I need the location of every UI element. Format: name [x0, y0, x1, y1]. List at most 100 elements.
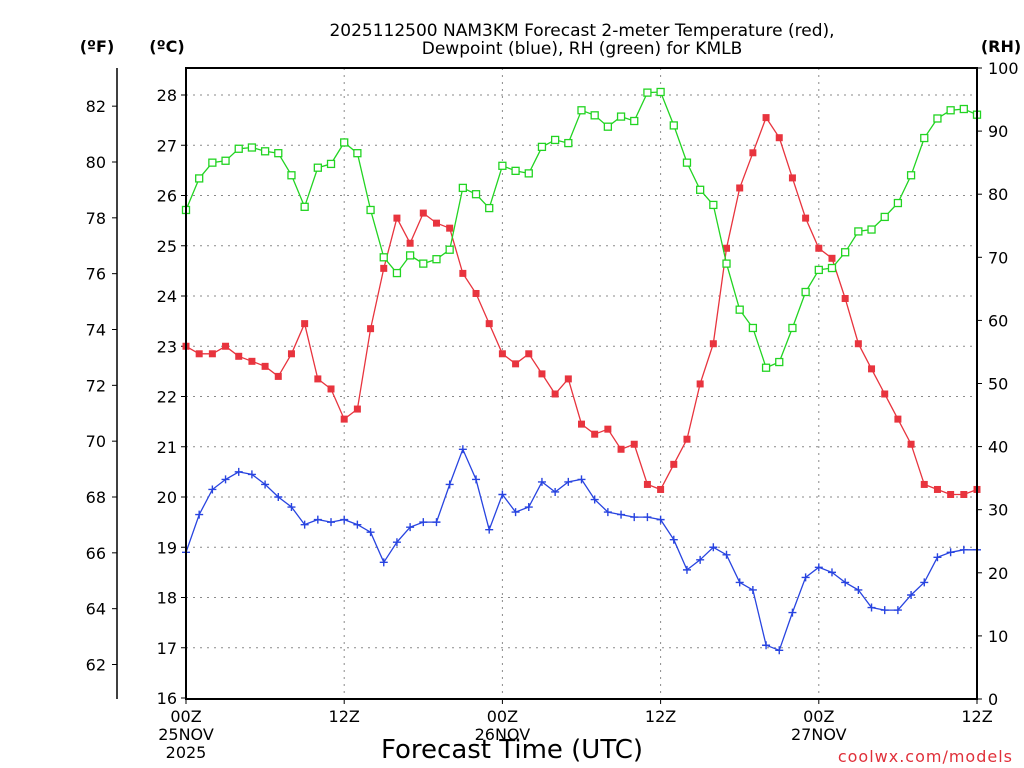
2-meter-temperature-point — [841, 295, 849, 303]
rh-point — [880, 212, 889, 222]
2-meter-temperature-point — [802, 214, 810, 222]
rh-point — [247, 143, 257, 152]
dewpoint-point — [327, 518, 336, 527]
2-meter-temperature-point — [723, 244, 731, 252]
rh-point — [893, 198, 903, 208]
2-meter-temperature-point — [736, 184, 744, 192]
rh-point — [326, 159, 336, 169]
2-meter-temperature-point — [709, 340, 717, 348]
chart-title: 2025112500 NAM3KM Forecast 2-meter Tempe… — [329, 21, 834, 41]
rh-tick-label: 90 — [988, 122, 1008, 141]
rh-point — [419, 259, 428, 268]
rh-point — [577, 106, 586, 115]
fahrenheit-tick-label: 62 — [86, 656, 106, 675]
x-tick-label: 25NOV — [158, 725, 214, 744]
dewpoint-point — [946, 548, 955, 557]
rh-point — [340, 138, 349, 147]
dewpoint-point — [762, 641, 771, 650]
dewpoint-point — [379, 558, 388, 567]
rh-point — [366, 205, 375, 215]
rh-point — [392, 268, 402, 278]
x-tick-label: 27NOV — [791, 725, 847, 744]
fahrenheit-axis-unit: (ºF) — [80, 37, 115, 56]
2-meter-temperature-point — [314, 375, 322, 383]
rh-point — [906, 171, 916, 180]
x-tick-label: 00Z — [487, 707, 518, 726]
2-meter-temperature-point — [367, 325, 375, 333]
rh-point — [550, 135, 560, 145]
rh-point — [696, 185, 705, 194]
celsius-axis-unit: (ºC) — [149, 37, 184, 56]
dewpoint-point — [682, 565, 691, 574]
rh-point — [748, 323, 758, 333]
dewpoint-point — [406, 523, 415, 532]
dewpoint-point — [195, 510, 204, 519]
rh-point — [379, 253, 388, 262]
rh-point — [274, 149, 283, 158]
fahrenheit-tick-label: 70 — [86, 432, 106, 451]
celsius-tick-label: 21 — [157, 438, 177, 457]
2-meter-temperature-point — [208, 350, 216, 358]
2-meter-temperature-point — [287, 350, 295, 358]
dewpoint-point — [603, 508, 612, 517]
rh-point — [353, 149, 362, 158]
2-meter-temperature-point — [696, 380, 704, 388]
2-meter-temperature-point — [459, 269, 467, 277]
fahrenheit-tick-label: 68 — [86, 488, 106, 507]
2-meter-temperature-line — [185, 116, 978, 496]
2-meter-temperature-point — [512, 360, 520, 368]
dewpoint-point — [392, 538, 401, 547]
dewpoint-point — [841, 578, 850, 587]
dewpoint-point — [419, 518, 428, 527]
dewpoint-point — [907, 590, 916, 599]
2-meter-temperature-point — [630, 440, 638, 448]
2-meter-temperature-point — [301, 320, 309, 328]
rh-point — [195, 174, 204, 183]
dewpoint-point — [221, 475, 230, 484]
2-meter-temperature-point — [749, 149, 757, 157]
celsius-tick-label: 27 — [157, 136, 177, 155]
rh-tick-label: 80 — [988, 185, 1008, 204]
2-meter-temperature-point — [235, 352, 243, 360]
dewpoint-point — [340, 515, 349, 524]
dewpoint-point — [801, 573, 810, 582]
x-tick-label: 00Z — [170, 707, 201, 726]
2-meter-temperature-point — [538, 370, 546, 378]
x-tick-label: 12Z — [329, 707, 360, 726]
dewpoint-point — [300, 520, 309, 529]
2-meter-temperature-point — [762, 114, 770, 122]
celsius-tick-label: 25 — [157, 237, 177, 256]
dewpoint-point — [893, 606, 902, 615]
2-meter-temperature-point — [591, 430, 599, 438]
rh-tick-label: 70 — [988, 248, 1008, 267]
dewpoint-point — [933, 553, 942, 562]
rh-point — [432, 255, 441, 264]
credit-text: coolwx.com/models — [838, 747, 1013, 766]
dewpoint-point — [696, 555, 705, 564]
rh-point — [801, 287, 810, 297]
fahrenheit-tick-label: 78 — [86, 209, 106, 228]
2-meter-temperature-point — [222, 342, 230, 350]
rh-point — [656, 87, 665, 97]
rh-axis-unit: (RH) — [981, 37, 1021, 56]
dewpoint-point — [498, 490, 507, 499]
celsius-tick-label: 20 — [157, 488, 177, 507]
rh-point — [590, 111, 599, 120]
rh-point — [630, 116, 639, 126]
rh-point — [485, 203, 494, 213]
dewpoint-point — [788, 608, 797, 617]
rh-point — [841, 248, 850, 257]
dewpoint-point — [669, 535, 678, 544]
2-meter-temperature-point — [933, 485, 941, 493]
rh-point — [959, 104, 968, 114]
dewpoint-point — [959, 545, 968, 554]
2-meter-temperature-point — [274, 372, 282, 380]
2-meter-temperature-point — [498, 350, 506, 358]
rh-point — [498, 161, 507, 170]
dewpoint-point — [630, 513, 639, 522]
rh-point — [946, 106, 955, 115]
2-meter-temperature-point — [960, 490, 968, 498]
rh-point — [313, 163, 322, 172]
rh-point — [788, 323, 797, 333]
